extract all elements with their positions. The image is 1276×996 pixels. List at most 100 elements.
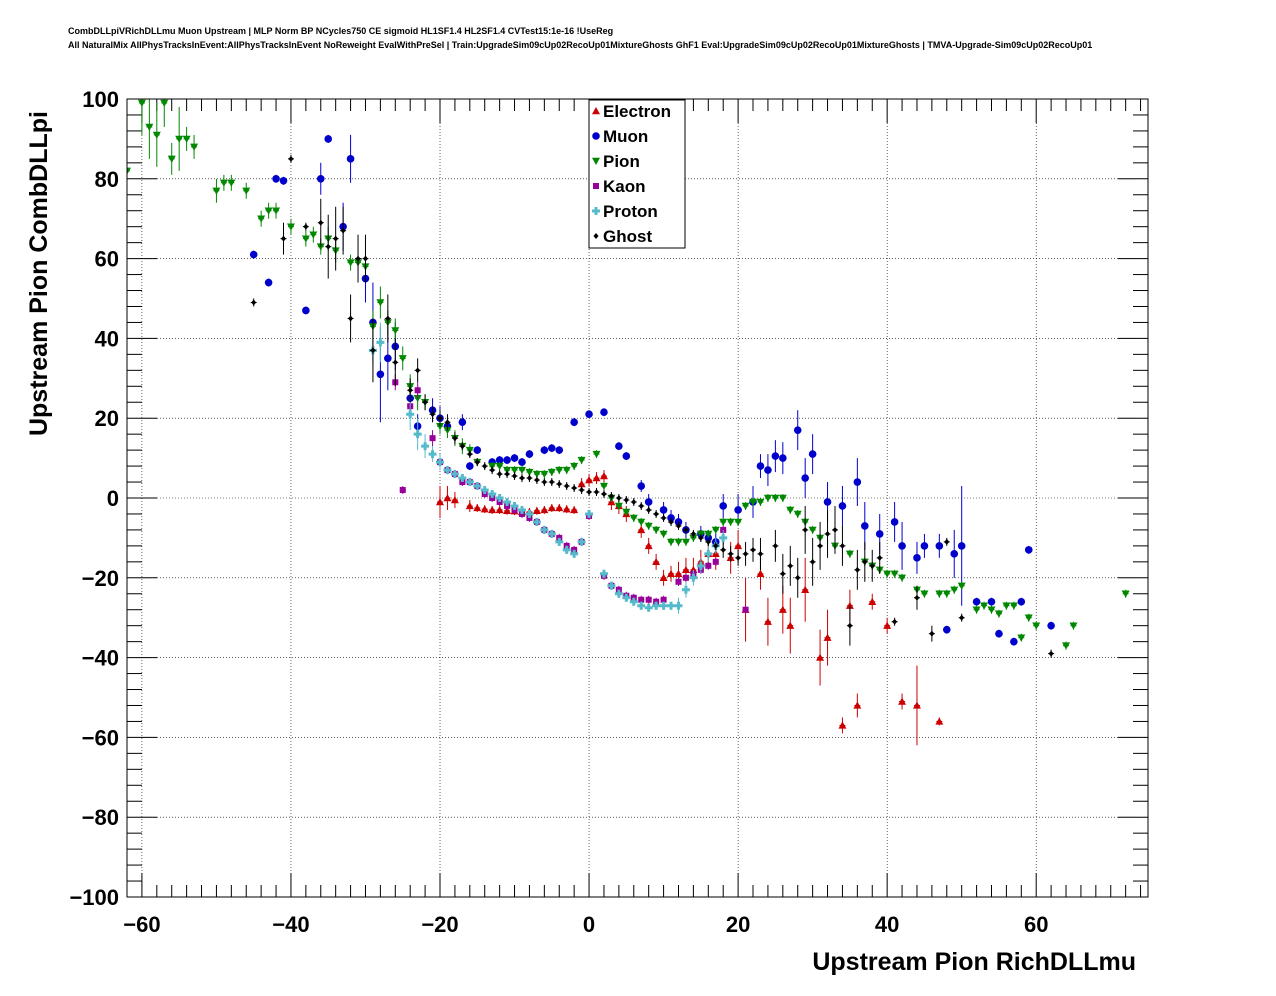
muon-point [1017,597,1026,606]
pion-point [845,550,854,558]
muon-point [771,452,780,460]
pion-point [145,123,154,131]
muon-point [920,542,929,550]
proton-point [517,505,526,514]
ghost-point [571,485,577,492]
electron-point [488,505,497,514]
pion-point [637,518,646,526]
muon-point [547,444,556,452]
electron-point [659,573,668,581]
electron-point [786,621,795,629]
ghost-point [787,562,793,569]
ghost-point [519,475,525,482]
pion-point [1024,614,1033,622]
ghost-point [698,534,704,541]
ghost-point [877,554,883,561]
electron-point [652,557,661,566]
y-tick-label: 0 [107,486,119,511]
ghost-point [668,518,674,525]
x-tick-label: −40 [272,912,309,937]
muon-point [935,542,944,550]
ghost-point [467,451,473,458]
muon-point [987,597,996,606]
legend-label-kaon: Kaon [603,177,646,196]
muon-point [346,155,355,163]
ghost-point [735,554,741,561]
pion-point [1032,622,1041,630]
muon-point [801,474,809,482]
proton-point [540,525,549,534]
ghost-point [869,562,875,569]
y-tick-label: 40 [95,326,119,351]
ghost-point [959,614,965,621]
ghost-point [504,471,510,478]
pion-point [540,470,549,479]
muon-point [779,454,787,462]
muon-point [272,175,280,183]
pion-point [704,530,713,538]
ghost-point [631,498,637,505]
pion-point [719,518,728,526]
electron-point [756,569,765,578]
x-tick-label: −60 [123,912,160,937]
electron-point [443,494,452,502]
pion-point [525,468,534,477]
proton-point [473,482,482,491]
muon-point [495,456,504,464]
pion-point [286,223,295,231]
muon-point [659,506,668,514]
electron-point [480,505,489,513]
y-axis-title: Upstream Pion CombDLLpi [25,111,53,436]
ghost-point [534,477,540,484]
pion-point [219,179,228,187]
pion-point [622,508,631,516]
kaon-point [414,387,421,394]
muon-point [324,135,333,143]
proton-point [488,490,497,499]
electron-point [570,505,579,514]
electron-point [450,495,459,504]
ghost-point [430,411,436,418]
y-tick-label: 100 [82,87,119,112]
pion-point [726,518,735,526]
ghost-point [802,526,808,533]
electron-point [674,569,683,578]
ghost-point [839,542,845,549]
proton-point [659,601,668,610]
electron-point [667,569,676,578]
proton-point [652,601,661,610]
ghost-point [325,243,331,250]
muon-point [853,478,862,486]
ghost-point [564,483,570,490]
proton-point [458,474,467,483]
kaon-point [675,578,682,585]
electron-point [681,565,690,574]
ghost-point [392,359,398,366]
kaon-point [682,574,689,581]
muon-point [376,370,385,379]
pion-point [316,243,325,251]
muon-point [316,175,325,183]
pion-point [242,187,251,195]
ghost-point [526,475,532,482]
pion-point [667,538,676,546]
electron-point [853,701,862,709]
electron-point [838,721,847,729]
y-tick-label: −80 [82,805,119,830]
muon-point [913,554,921,562]
pion-point [137,99,146,107]
legend-label-electron: Electron [603,102,671,121]
ghost-point [847,622,853,629]
x-tick-label: 0 [583,912,595,937]
legend-marker-kaon [593,183,599,189]
kaon-point [742,606,749,613]
proton-point [629,597,638,606]
ghost-point [370,347,376,354]
pion-point [994,610,1003,618]
proton-point [599,569,608,578]
ghost-point [348,315,354,322]
pion-point [756,498,765,506]
kaon-point [660,596,667,603]
muon-point [808,450,817,458]
